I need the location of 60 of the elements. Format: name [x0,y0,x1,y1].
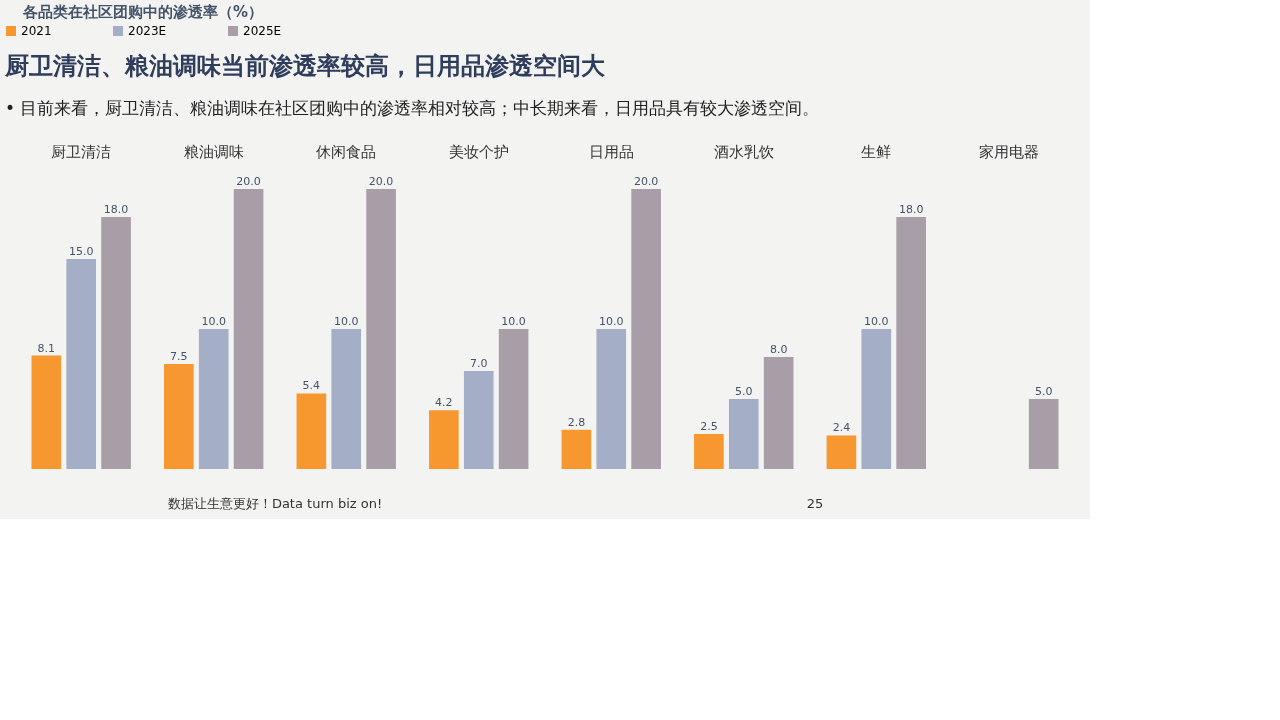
data-label: 5.4 [302,379,321,393]
bar [296,393,327,469]
bar [66,259,97,469]
x-tick-label: 日用品 [588,142,634,161]
bar [463,371,494,469]
data-label: 10.0 [201,315,226,328]
chart-title: 厨卫清洁、粮油调味当前渗透率较高，日用品渗透空间大 [4,52,606,80]
data-label: 20.0 [368,175,394,188]
bar [198,329,229,469]
data-label: 18.0 [103,203,129,216]
bar [1028,399,1059,469]
bar [763,357,794,469]
data-label: 10.0 [599,315,624,328]
data-label: 10.0 [333,315,359,328]
data-label: 18.0 [898,203,924,216]
data-label: 7.0 [469,357,488,370]
data-label: 4.2 [435,396,453,410]
bar [101,217,131,469]
bar [331,329,362,469]
legend-label: 2021 [21,24,52,38]
data-label: 20.0 [633,175,659,188]
x-tick-label: 生鲜 [861,142,892,161]
legend-title: 各品类在社区团购中的渗透率（%） [21,3,264,21]
bar [366,189,396,469]
data-label: 2.5 [700,420,718,433]
x-tick-label: 厨卫清洁 [51,142,112,161]
bar [728,399,759,469]
data-label: 5.0 [735,385,753,398]
data-label: 5.0 [1034,385,1053,398]
data-label: 20.0 [236,175,261,188]
legend-label: 2025E [243,24,282,38]
bar [233,189,264,469]
data-label: 15.0 [68,245,94,258]
bar [631,189,661,469]
text: 数据让生意更好！Data turn biz on! [167,496,383,511]
x-tick-label: 粮油调味 [183,142,244,161]
text: 25 [806,496,824,511]
bar [429,410,459,469]
x-tick-label: 美妆个护 [448,142,509,161]
legend-label: 2023E [128,24,167,38]
bar [896,217,926,469]
data-label: 7.5 [170,350,188,363]
data-label: 8.0 [769,343,788,356]
bar [596,329,627,469]
x-tick-label: 家用电器 [978,142,1039,161]
x-tick-label: 休闲食品 [316,142,377,161]
bar [861,329,892,469]
chart-subtitle: • 目前来看，厨卫清洁、粮油调味在社区团购中的渗透率相对较高；中长期来看，日用品具有较大渗透空间。 [5,98,820,118]
bar [826,435,857,469]
bar [561,429,592,469]
data-label: 2.8 [567,415,586,429]
bar [31,355,62,469]
bar [694,434,724,469]
data-label: 10.0 [501,315,526,328]
data-label: 8.1 [37,341,56,355]
data-label: 10.0 [864,315,889,328]
bar [164,364,194,469]
bar [498,329,529,469]
data-label: 2.4 [832,421,851,435]
x-tick-label: 酒水乳饮 [713,142,774,161]
